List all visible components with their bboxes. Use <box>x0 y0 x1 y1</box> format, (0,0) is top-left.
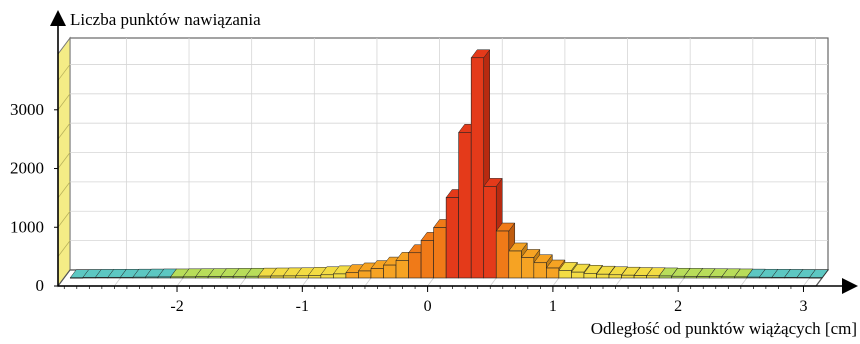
bar-front <box>733 276 748 279</box>
grid-line-wall <box>57 93 71 111</box>
bar-front <box>232 276 246 279</box>
x-tick-label: 1 <box>549 298 557 315</box>
bar-front <box>145 276 159 279</box>
bar-front <box>132 276 146 279</box>
bar-front <box>395 260 409 279</box>
grid-line-wall <box>57 64 71 81</box>
grid-line-wall <box>57 181 71 199</box>
bar-front <box>207 276 221 279</box>
x-axis-title: Odległość od punktów wiążących [cm] <box>591 319 857 338</box>
x-tick-label: 0 <box>424 298 432 315</box>
bar-front <box>483 186 497 279</box>
bar-front <box>508 250 522 279</box>
bar-front <box>621 274 635 279</box>
bar-front <box>282 275 297 279</box>
bar-front <box>245 275 259 279</box>
grid-line-wall <box>57 240 71 257</box>
bar <box>808 268 829 279</box>
bar-front <box>571 271 585 279</box>
bar-front <box>333 273 347 279</box>
bar-front <box>721 276 735 279</box>
grid-line-wall <box>57 211 71 228</box>
bar-front <box>596 273 610 279</box>
bar-front <box>809 277 823 279</box>
bar-front <box>69 277 84 279</box>
bar-front <box>646 275 660 279</box>
bar-front <box>784 277 798 279</box>
bar-front <box>759 276 773 279</box>
x-tick-label: -2 <box>170 298 183 315</box>
bar-front <box>270 275 284 279</box>
bar-front <box>358 270 372 279</box>
bar-front <box>458 132 472 279</box>
bar-front <box>470 57 485 279</box>
x-tick-label: 2 <box>674 298 682 315</box>
y-tick-label: 3000 <box>10 100 44 119</box>
bar-front <box>257 275 272 279</box>
bar-front <box>495 230 510 279</box>
bar-front <box>182 276 196 279</box>
bar-front <box>583 273 597 279</box>
bar-front <box>608 274 622 279</box>
y-tick-labels: 0 1000 2000 3000 <box>10 100 58 295</box>
bar-front <box>558 270 572 279</box>
bar-front <box>345 272 359 279</box>
x-tick-labels: -2 -1 0 1 2 3 <box>63 286 807 315</box>
y-axis-title: Liczba punktów nawiązania <box>70 10 261 29</box>
y-tick-label: 1000 <box>10 217 44 236</box>
bar-front <box>383 264 397 279</box>
y-tick-label: 2000 <box>10 159 44 178</box>
bar-front <box>107 276 121 279</box>
bar-front <box>683 276 698 279</box>
bar-front <box>420 240 434 279</box>
bar-front <box>445 197 459 279</box>
bar-front <box>370 268 384 279</box>
bar-front <box>433 227 447 279</box>
grid-line-wall <box>57 122 71 140</box>
bar-front <box>195 276 209 279</box>
bar-front <box>696 276 710 279</box>
bar-front <box>708 276 723 279</box>
bar-front <box>546 267 560 279</box>
bar-front <box>82 277 96 279</box>
grid-line-wall <box>57 152 71 169</box>
bar-front <box>170 276 184 279</box>
x-tick-label: -1 <box>296 298 309 315</box>
bar-front <box>295 275 309 279</box>
bar-front <box>796 277 810 279</box>
bar-front <box>95 277 109 279</box>
bar-front <box>633 275 647 279</box>
bar-front <box>408 252 422 279</box>
bar-front <box>746 276 760 279</box>
bar-front <box>308 275 322 279</box>
bar-front <box>521 257 535 279</box>
x-tick-label: 3 <box>799 298 807 315</box>
bar-front <box>658 275 672 279</box>
bar-front <box>120 276 134 279</box>
bar-front <box>533 262 547 279</box>
bar-front <box>671 275 685 279</box>
y-tick-label: 0 <box>36 276 45 295</box>
bar-front <box>771 276 785 279</box>
bar-front <box>220 276 234 279</box>
bar-front <box>320 274 334 279</box>
bar-front <box>157 276 171 279</box>
bars-group <box>69 48 829 279</box>
